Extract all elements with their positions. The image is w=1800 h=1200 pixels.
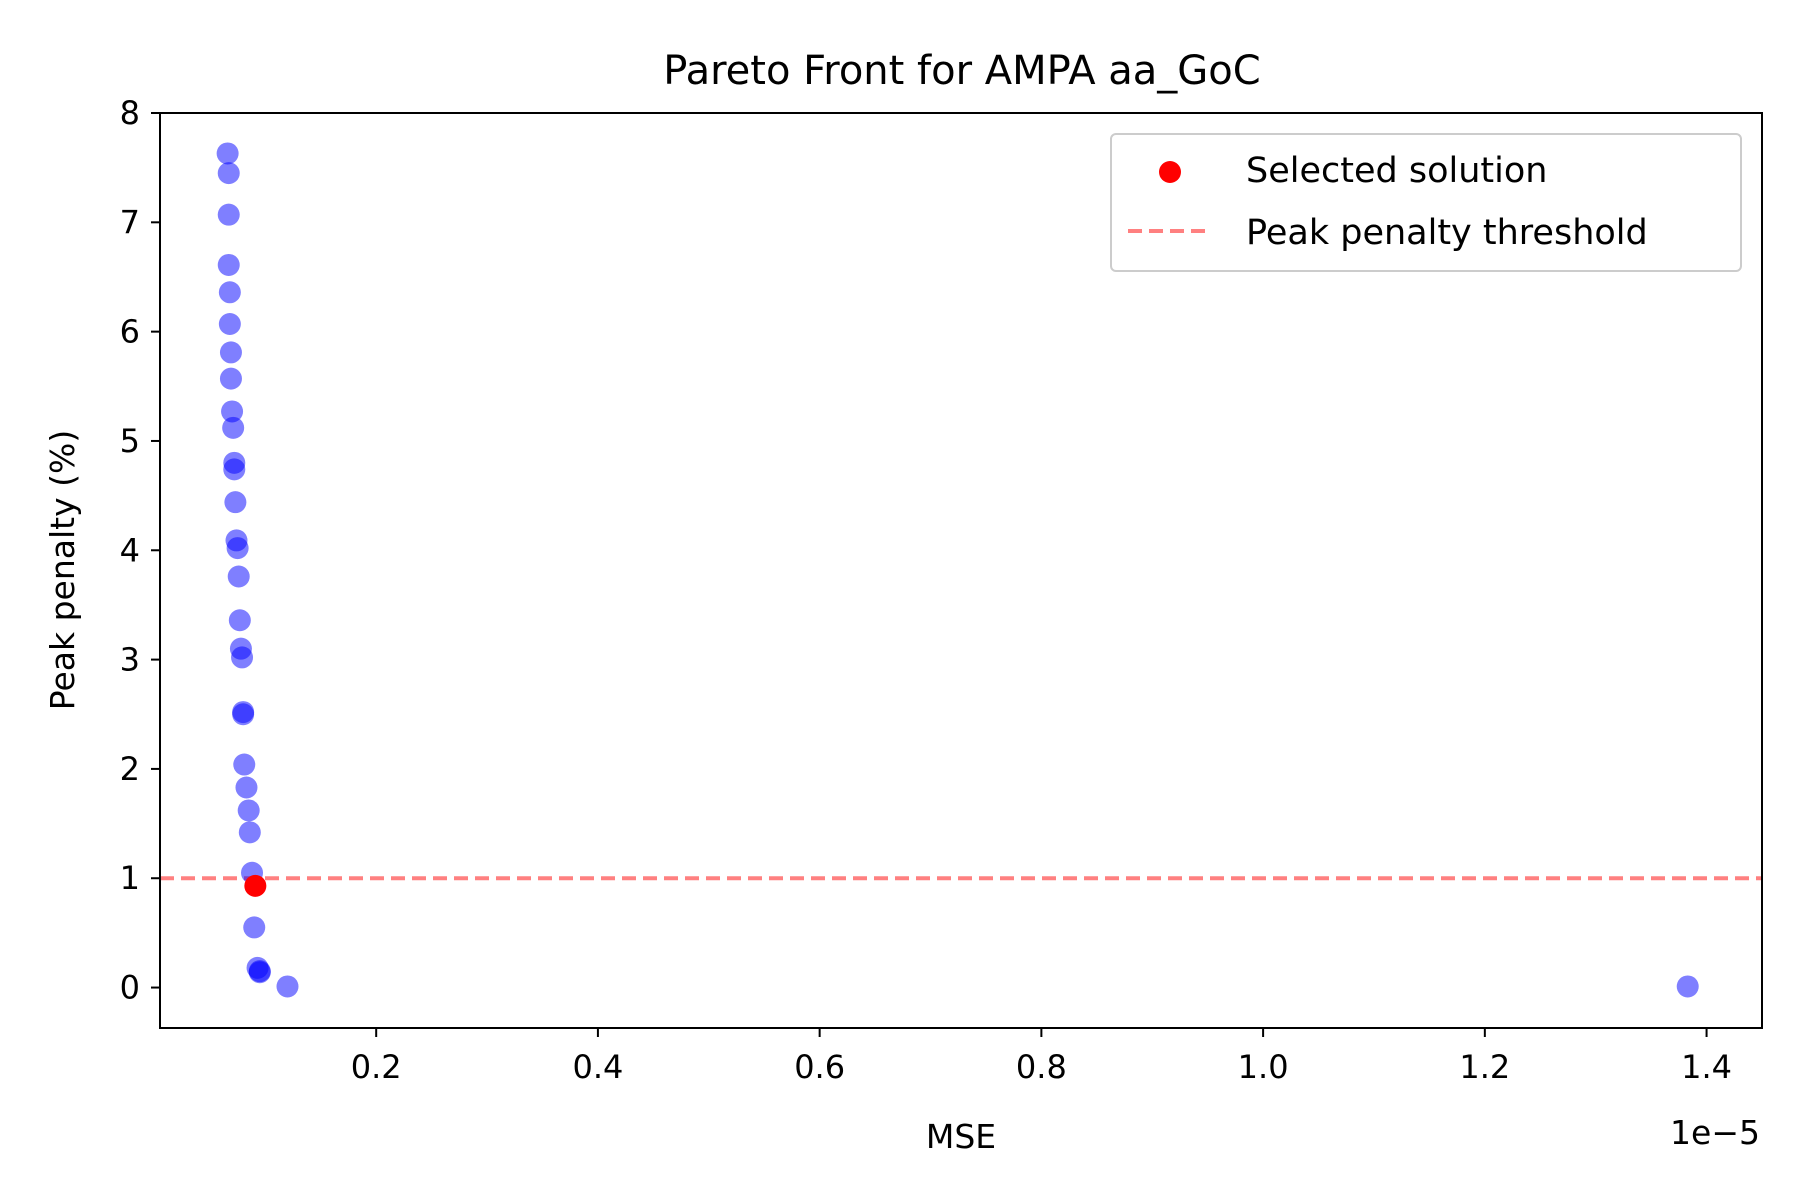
y-tick-label: 3 bbox=[120, 641, 140, 679]
pareto-point bbox=[223, 458, 246, 481]
x-offset-label: 1e−5 bbox=[1670, 1113, 1760, 1152]
x-tick-label: 0.6 bbox=[794, 1048, 845, 1086]
pareto-point bbox=[219, 341, 242, 364]
x-tick-label: 1.0 bbox=[1238, 1048, 1289, 1086]
legend: Selected solution Peak penalty threshold bbox=[1110, 133, 1742, 272]
pareto-point bbox=[221, 400, 244, 423]
y-axis: 0 1 2 3 4 5 6 7 8 bbox=[120, 94, 160, 1007]
y-tick-label: 8 bbox=[120, 94, 140, 132]
y-axis-label: Peak penalty (%) bbox=[43, 430, 82, 710]
pareto-point bbox=[238, 821, 261, 844]
pareto-point bbox=[248, 960, 271, 983]
x-tick-label: 0.2 bbox=[351, 1048, 402, 1086]
x-tick-label: 1.2 bbox=[1459, 1048, 1510, 1086]
selected-point bbox=[244, 874, 267, 897]
chart-title: Pareto Front for AMPA aa_GoC bbox=[663, 48, 1260, 94]
pareto-point bbox=[235, 776, 258, 799]
pareto-point bbox=[1676, 975, 1699, 998]
pareto-point bbox=[227, 565, 250, 588]
pareto-point bbox=[219, 367, 242, 390]
legend-threshold-label: Peak penalty threshold bbox=[1246, 213, 1648, 253]
pareto-point bbox=[237, 799, 260, 822]
pareto-point bbox=[231, 646, 254, 669]
pareto-point bbox=[218, 281, 241, 304]
pareto-point bbox=[228, 609, 251, 632]
legend-selected-label: Selected solution bbox=[1246, 151, 1547, 191]
y-tick-label: 6 bbox=[120, 313, 140, 351]
pareto-point bbox=[232, 703, 255, 726]
plot-marks bbox=[160, 142, 1762, 998]
y-tick-label: 1 bbox=[120, 859, 140, 897]
y-tick-label: 4 bbox=[120, 531, 140, 569]
y-tick-label: 2 bbox=[120, 750, 140, 788]
pareto-point bbox=[226, 537, 249, 560]
pareto-point bbox=[217, 203, 240, 226]
plot-frame bbox=[159, 112, 1763, 1029]
x-tick-label: 1.4 bbox=[1681, 1048, 1732, 1086]
pareto-point bbox=[216, 142, 239, 165]
x-axis: 0.2 0.4 0.6 0.8 1.0 1.2 1.4 bbox=[351, 1028, 1732, 1086]
y-tick-label: 7 bbox=[120, 203, 140, 241]
x-axis-label: MSE bbox=[926, 1117, 996, 1156]
pareto-point bbox=[224, 491, 247, 514]
x-tick-label: 0.8 bbox=[1016, 1048, 1067, 1086]
legend-box bbox=[1110, 133, 1742, 272]
pareto-point bbox=[276, 975, 299, 998]
pareto-point bbox=[222, 416, 245, 439]
legend-selected-marker bbox=[1159, 161, 1181, 183]
pareto-point bbox=[243, 916, 266, 939]
pareto-point bbox=[233, 753, 256, 776]
pareto-point bbox=[218, 312, 241, 335]
pareto-point bbox=[217, 253, 240, 276]
x-tick-label: 0.4 bbox=[572, 1048, 623, 1086]
y-tick-label: 5 bbox=[120, 422, 140, 460]
y-tick-label: 0 bbox=[120, 969, 140, 1007]
pareto-point bbox=[217, 162, 240, 185]
